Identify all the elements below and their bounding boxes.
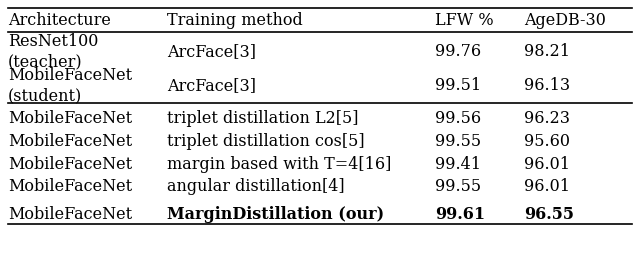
Text: MarginDistillation (our): MarginDistillation (our): [167, 205, 384, 222]
Text: margin based with T=4[16]: margin based with T=4[16]: [167, 155, 392, 172]
Text: Architecture: Architecture: [8, 12, 111, 29]
Text: MobileFaceNet: MobileFaceNet: [8, 205, 132, 222]
Text: AgeDB-30: AgeDB-30: [524, 12, 606, 29]
Text: 96.01: 96.01: [524, 178, 570, 195]
Text: MobileFaceNet
(student): MobileFaceNet (student): [8, 67, 132, 104]
Text: 99.55: 99.55: [435, 178, 481, 195]
Text: 96.55: 96.55: [524, 205, 574, 222]
Text: 99.76: 99.76: [435, 43, 481, 60]
Text: 96.01: 96.01: [524, 155, 570, 172]
Text: ResNet100
(teacher): ResNet100 (teacher): [8, 33, 98, 71]
Text: MobileFaceNet: MobileFaceNet: [8, 178, 132, 195]
Text: 96.23: 96.23: [524, 110, 570, 127]
Text: ArcFace[3]: ArcFace[3]: [167, 43, 256, 60]
Text: MobileFaceNet: MobileFaceNet: [8, 132, 132, 149]
Text: 99.51: 99.51: [435, 77, 481, 94]
Text: MobileFaceNet: MobileFaceNet: [8, 110, 132, 127]
Text: angular distillation[4]: angular distillation[4]: [167, 178, 345, 195]
Text: 99.41: 99.41: [435, 155, 481, 172]
Text: triplet distillation cos[5]: triplet distillation cos[5]: [167, 132, 365, 149]
Text: 96.13: 96.13: [524, 77, 570, 94]
Text: 95.60: 95.60: [524, 132, 570, 149]
Text: 99.55: 99.55: [435, 132, 481, 149]
Text: triplet distillation L2[5]: triplet distillation L2[5]: [167, 110, 358, 127]
Text: Training method: Training method: [167, 12, 303, 29]
Text: LFW %: LFW %: [435, 12, 493, 29]
Text: 99.56: 99.56: [435, 110, 481, 127]
Text: 98.21: 98.21: [524, 43, 570, 60]
Text: 99.61: 99.61: [435, 205, 485, 222]
Text: ArcFace[3]: ArcFace[3]: [167, 77, 256, 94]
Text: MobileFaceNet: MobileFaceNet: [8, 155, 132, 172]
